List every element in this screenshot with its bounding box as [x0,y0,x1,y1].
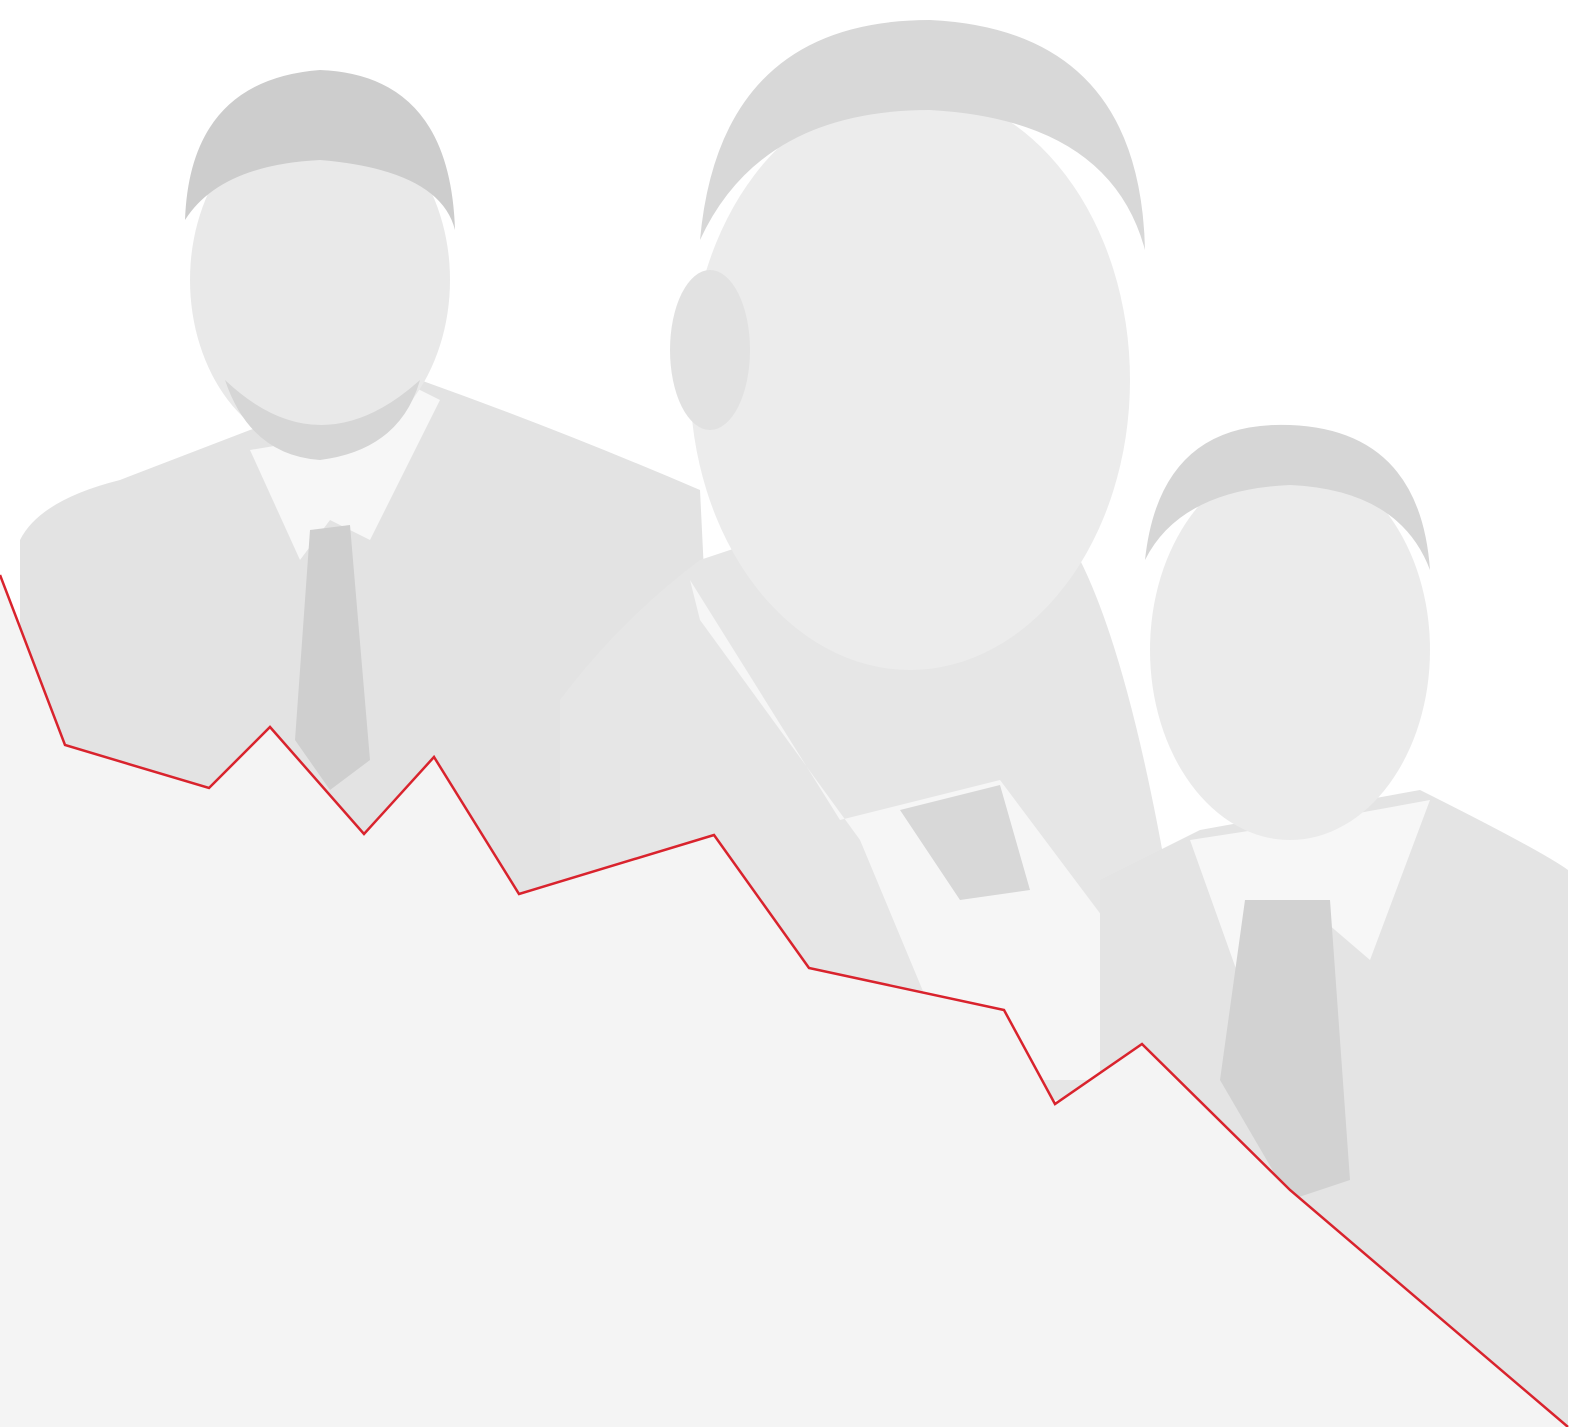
face [690,90,1130,670]
tie [1220,900,1350,1200]
suit [20,380,720,900]
hair [700,20,1145,250]
figure-left [20,70,720,900]
tie [295,525,370,790]
face [190,110,450,450]
hair [1145,424,1430,570]
face [1150,460,1430,840]
beard [225,380,420,460]
area-fill [0,575,1568,1427]
hair [185,70,455,230]
shirt [690,580,1120,1080]
trend-line [0,574,1569,1427]
tie [900,785,1030,900]
ear [670,270,750,430]
